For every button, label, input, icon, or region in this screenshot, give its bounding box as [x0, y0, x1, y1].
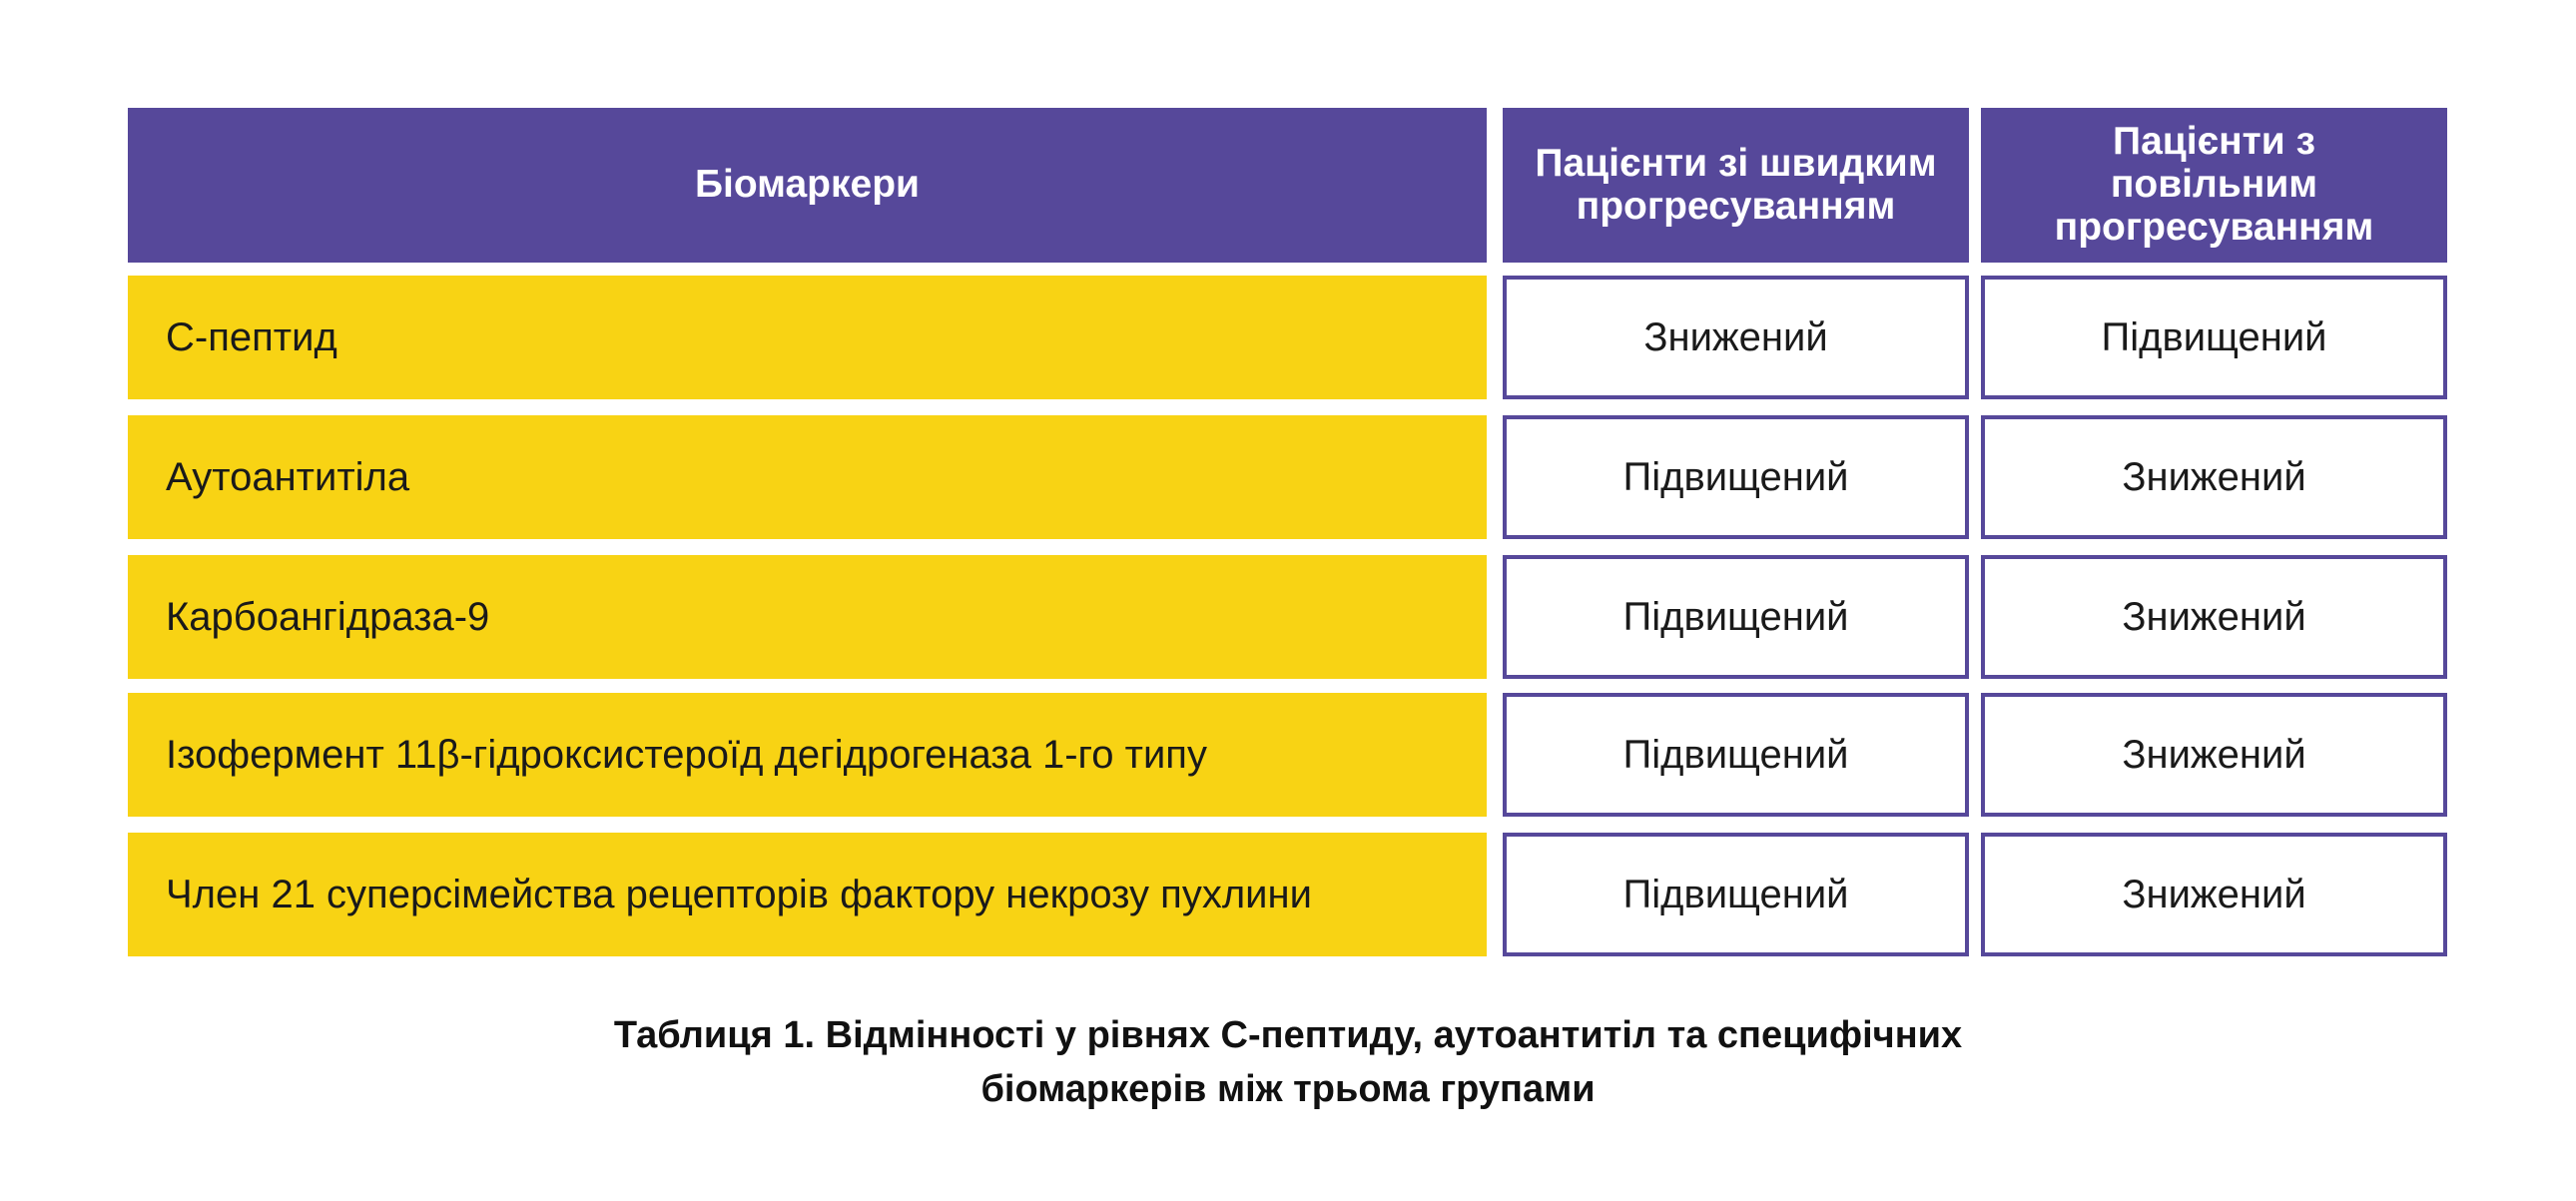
caption-line-2: біомаркерів між трьома групами [980, 1068, 1596, 1110]
biomarker-cell: Аутоантитіла [128, 415, 1487, 539]
slow-progression-cell: Знижений [1981, 833, 2447, 956]
slow-progression-cell: Знижений [1981, 415, 2447, 539]
slow-progression-cell: Знижений [1981, 555, 2447, 679]
fast-progression-cell: Підвищений [1503, 555, 1969, 679]
header-slow-progression: Пацієнти з повільним прогресуванням [1981, 108, 2447, 263]
fast-progression-cell: Підвищений [1503, 415, 1969, 539]
fast-progression-cell: Підвищений [1503, 693, 1969, 817]
biomarker-cell: Член 21 суперсімейства рецепторів фактор… [128, 833, 1487, 956]
header-biomarkers: Біомаркери [128, 108, 1487, 263]
biomarker-cell: Карбоангідраза-9 [128, 555, 1487, 679]
fast-progression-cell: Підвищений [1503, 833, 1969, 956]
slow-progression-cell: Підвищений [1981, 276, 2447, 399]
caption-line-1: Таблиця 1. Відмінності у рівнях С-пептид… [613, 1014, 1963, 1056]
biomarker-cell: Ізофермент 11β-гідроксистероїд дегідроге… [128, 693, 1487, 817]
biomarker-cell: С-пептид [128, 276, 1487, 399]
table-caption: Таблиця 1. Відмінності у рівнях С-пептид… [0, 1008, 2576, 1116]
slow-progression-cell: Знижений [1981, 693, 2447, 817]
fast-progression-cell: Знижений [1503, 276, 1969, 399]
header-fast-progression: Пацієнти зі швидким прогресуванням [1503, 108, 1969, 263]
